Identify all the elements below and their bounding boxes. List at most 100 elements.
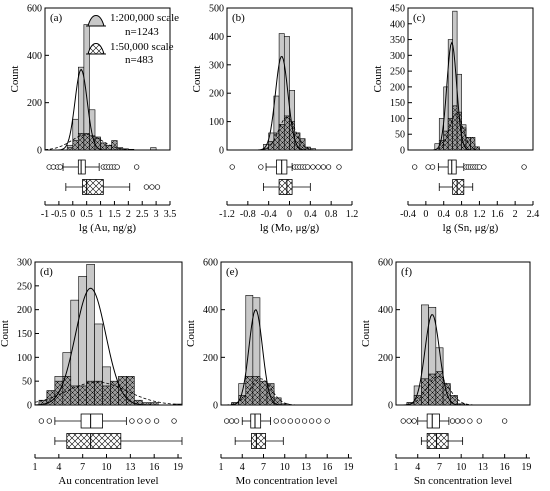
y-tick-label: 0 — [213, 401, 218, 412]
boxplot-outlier — [315, 164, 321, 170]
boxplot-outlier — [57, 164, 63, 170]
y-tick-label: 400 — [390, 19, 405, 30]
bar-50k — [86, 380, 95, 406]
x-tick-label: 4 — [56, 462, 61, 473]
bar-50k — [268, 141, 275, 151]
bar-50k — [421, 378, 429, 406]
boxplot-outlier — [154, 184, 161, 190]
y-tick-label: 400 — [203, 305, 218, 316]
y-tick-label: 500 — [209, 4, 224, 15]
panel-label: (d) — [40, 266, 53, 278]
boxplot-outlier — [280, 418, 286, 424]
bar-50k — [94, 380, 103, 406]
boxplot-box-50k — [66, 433, 122, 449]
x-axis-label: Mo concentration level — [235, 475, 337, 487]
panel-label: (c) — [413, 12, 426, 24]
x-tick-label: 2 — [513, 209, 518, 220]
boxplot-outlier — [429, 164, 436, 170]
x-tick-label: 0 — [287, 209, 292, 220]
boxplot-outlier — [308, 418, 315, 424]
y-tick-label: 450 — [390, 4, 405, 15]
bar-50k — [259, 380, 268, 406]
boxplot-outlier — [228, 418, 235, 424]
y-tick-label: 400 — [27, 51, 42, 62]
boxplot-outlier — [521, 164, 527, 170]
x-tick-label: 10 — [456, 462, 466, 473]
y-tick-label: 200 — [203, 353, 218, 364]
boxplot-outlier — [316, 418, 322, 424]
boxplot-box-50k — [278, 179, 293, 195]
x-tick-label: 0.4 — [437, 209, 450, 220]
y-tick-label: 50 — [22, 377, 32, 388]
fit-curve-200k — [45, 69, 170, 151]
fit-curve-200k — [34, 287, 182, 406]
x-tick-label: 19 — [343, 462, 353, 473]
boxplot-outlier — [134, 164, 140, 170]
boxplot-outlier — [114, 164, 120, 170]
y-tick-label: 100 — [390, 114, 405, 125]
x-tick-label: 1 — [219, 462, 224, 473]
boxplot-outlier — [229, 164, 235, 170]
boxplot-outlier — [406, 418, 412, 424]
x-tick-label: 16 — [322, 462, 332, 473]
boxplot-outlier — [467, 418, 473, 424]
y-tick-label: 0 — [37, 146, 42, 157]
y-axis-label: Count — [0, 320, 11, 347]
fit-curve-50k — [44, 134, 170, 151]
bar-50k — [72, 140, 79, 151]
y-axis-label: Count — [185, 320, 197, 347]
fit-curve-50k — [408, 113, 533, 151]
boxplot-box-200k — [250, 413, 262, 429]
y-tick-label: 200 — [27, 98, 42, 109]
y-tick-label: 200 — [17, 305, 32, 316]
y-axis-label: Count — [372, 66, 384, 93]
boxplot-outlier — [273, 418, 279, 424]
x-tick-label: 2 — [126, 209, 131, 220]
x-tick-label: 0.8 — [455, 209, 468, 220]
y-tick-label: 250 — [390, 67, 405, 78]
legend-count-200k: n=1243 — [125, 26, 159, 38]
x-axis-label: Au concentration level — [58, 475, 158, 487]
bar-50k — [111, 140, 118, 151]
boxplot-outlier — [454, 418, 461, 424]
x-tick-label: -0.4 — [400, 209, 416, 220]
boxplot-box-200k — [80, 413, 103, 429]
bar-50k — [278, 124, 285, 151]
x-tick-label: 13 — [125, 462, 135, 473]
legend-swatch-200k — [87, 15, 105, 27]
x-tick-label: 2.4 — [527, 209, 540, 220]
bar-50k — [78, 133, 85, 151]
boxplot-outlier — [145, 418, 151, 424]
plot-frame — [407, 7, 534, 151]
boxplot-outlier — [501, 418, 508, 424]
y-tick-label: 200 — [378, 353, 393, 364]
fit-curve-50k — [220, 378, 352, 406]
boxplot-outlier — [143, 184, 150, 190]
x-tick-label: 0.8 — [325, 209, 338, 220]
boxplot-outlier — [38, 418, 45, 424]
fit-curve-200k — [408, 41, 533, 151]
chart-panel-3: 0 50 100 150 200 250 300 350 400 450 Count (c) -0.4 0… — [372, 4, 539, 235]
boxplot-outlier — [425, 164, 431, 170]
boxplot-outlier — [449, 418, 456, 424]
legend-entry-50k: 1:50,000 scale n=483 — [86, 41, 174, 66]
boxplot-box-200k — [77, 159, 86, 175]
boxplot-outlier — [411, 418, 417, 424]
boxplot-outlier — [412, 164, 418, 170]
y-tick-label: 600 — [203, 258, 218, 269]
panel-label: (e) — [226, 266, 239, 278]
boxplot-outlier — [305, 164, 311, 170]
y-tick-label: 400 — [209, 32, 224, 43]
y-tick-label: 400 — [378, 305, 393, 316]
y-tick-label: 200 — [209, 89, 224, 100]
legend-entry-200k: 1:200,000 scale n=1243 — [86, 12, 179, 38]
x-tick-label: 16 — [500, 462, 510, 473]
x-tick-label: 13 — [301, 462, 311, 473]
boxplot-outlier — [294, 418, 301, 424]
bar-50k — [465, 137, 471, 151]
x-tick-label: 0.4 — [304, 209, 317, 220]
boxplot-outlier — [301, 418, 308, 424]
fit-curve-50k — [396, 376, 530, 406]
boxplot-outlier — [325, 164, 332, 170]
